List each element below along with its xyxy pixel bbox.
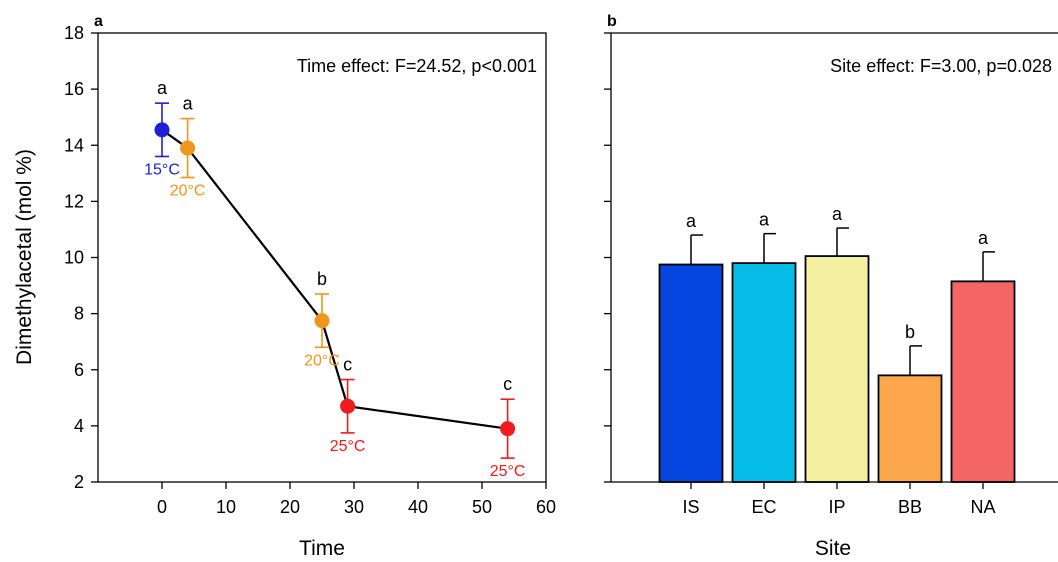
y-tick-label: 10 [64, 248, 84, 268]
x-tick-label: NA [970, 497, 995, 517]
panel-a-annotation: Time effect: F=24.52, p<0.001 [297, 56, 537, 76]
x-tick-label: 50 [472, 497, 492, 517]
x-tick-label: 60 [536, 497, 556, 517]
significance-letter: a [157, 78, 168, 98]
data-point-group: b 20°C [304, 269, 340, 369]
bar-group: a EC [731, 210, 797, 517]
panel-b-bars: a IS a EC a IP b BB a NA [658, 204, 1016, 517]
panel-b-x-axis-label: Site [815, 537, 851, 560]
x-tick-label: 0 [157, 497, 167, 517]
bar-group: a IS [658, 211, 724, 517]
series-line [161, 128, 508, 430]
data-point [340, 398, 356, 414]
panel-a-x-axis: 0 10 20 30 40 50 60 [157, 482, 556, 517]
data-point [154, 122, 170, 138]
temperature-label: 20°C [304, 352, 340, 369]
x-tick-label: 10 [216, 497, 236, 517]
significance-letter: a [183, 94, 194, 114]
bar [804, 255, 870, 483]
panel-a-label: a [94, 13, 103, 30]
significance-letter: b [905, 322, 915, 342]
y-tick-label: 18 [64, 23, 84, 43]
bar [877, 374, 943, 483]
significance-letter: a [978, 228, 989, 248]
data-point-group: a 15°C [144, 78, 180, 178]
data-point-group: c 25°C [330, 355, 366, 455]
bar [658, 263, 724, 483]
significance-letter: c [343, 355, 352, 375]
panel-a-y-axis: 2 4 6 8 10 12 14 16 18 [64, 23, 98, 492]
data-point-group: a 20°C [170, 94, 206, 200]
panel-b: b Site effect: F=3.00, p=0.028 Site aISa… [604, 13, 1058, 560]
data-point-group: c 25°C [490, 374, 526, 480]
panel-b-label: b [607, 13, 617, 30]
y-tick-label: 2 [74, 472, 84, 492]
temperature-label: 15°C [144, 161, 180, 178]
panel-a-x-axis-label: Time [299, 537, 345, 560]
x-tick-label: IP [828, 497, 845, 517]
data-point [180, 140, 196, 156]
y-tick-label: 4 [74, 416, 84, 436]
y-tick-label: 8 [74, 304, 84, 324]
significance-letter: a [759, 210, 770, 230]
data-point [500, 421, 516, 437]
significance-letter: b [317, 269, 327, 289]
significance-letter: c [503, 374, 512, 394]
temperature-label: 25°C [490, 463, 526, 480]
y-tick-label: 12 [64, 191, 84, 211]
bar-group: a NA [950, 228, 1016, 517]
y-tick-label: 6 [74, 360, 84, 380]
significance-letter: a [832, 204, 843, 224]
x-tick-label: 40 [408, 497, 428, 517]
y-tick-label: 14 [64, 135, 84, 155]
bar-group: a IP [804, 204, 870, 517]
panel-b-annotation: Site effect: F=3.00, p=0.028 [830, 56, 1052, 76]
x-tick-label: 30 [344, 497, 364, 517]
bar [731, 262, 797, 483]
significance-letter: a [686, 211, 697, 231]
temperature-label: 20°C [170, 183, 206, 200]
bar [950, 280, 1016, 483]
temperature-label: 25°C [330, 438, 366, 455]
panel-a-y-axis-label: Dimethylacetal (mol %) [13, 149, 36, 365]
y-tick-label: 16 [64, 79, 84, 99]
panel-a: a 2 4 6 8 10 12 14 16 18 0 10 20 30 40 50 60 Time effe… [13, 13, 556, 560]
data-point [314, 313, 330, 329]
panel-a-frame [97, 32, 547, 483]
x-tick-label: IS [682, 497, 699, 517]
bar-group: b BB [877, 322, 943, 517]
x-tick-label: 20 [280, 497, 300, 517]
panel-b-y-axis [604, 32, 611, 483]
x-tick-label: BB [898, 497, 922, 517]
x-tick-label: EC [751, 497, 776, 517]
